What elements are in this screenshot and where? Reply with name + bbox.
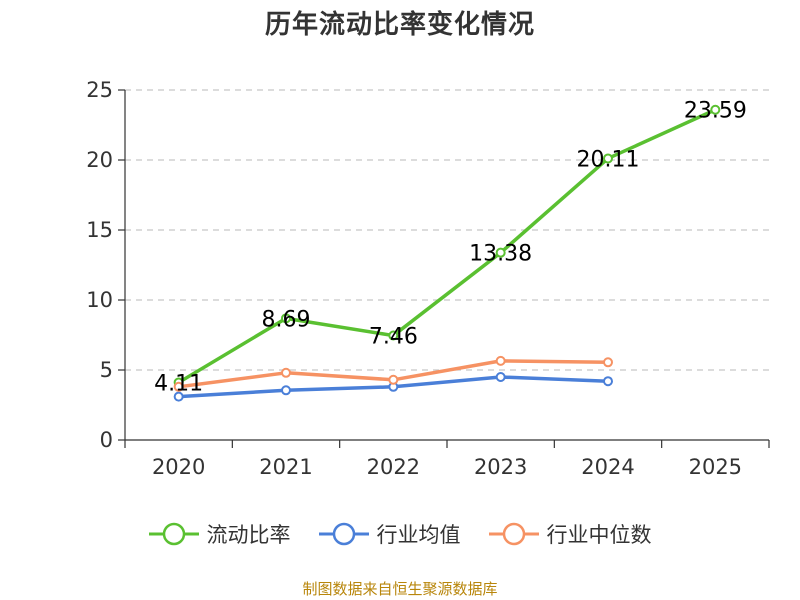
legend: 流动比率 行业均值 行业中位数 [0, 519, 800, 549]
series-point [281, 385, 291, 396]
x-tick-label: 2020 [152, 455, 205, 479]
y-tick-label: 5 [100, 358, 113, 382]
x-tick-label: 2025 [689, 455, 742, 479]
x-tick-label: 2021 [259, 455, 312, 479]
y-tick-label: 20 [86, 148, 113, 172]
data-labels: 4.11 8.69 7.46 13.38 20.11 23.59 [154, 99, 747, 397]
series-point [603, 376, 613, 387]
series-point [173, 391, 184, 402]
y-tick-label: 25 [86, 78, 113, 102]
data-label: 23.59 [684, 99, 747, 124]
legend-swatch-circle [502, 522, 525, 546]
series-point [495, 355, 506, 366]
data-label: 13.38 [469, 242, 532, 267]
legend-item[interactable]: 行业中位数 [488, 519, 652, 549]
series-point [495, 247, 506, 258]
data-label: 20.11 [577, 147, 640, 172]
series-point [281, 367, 291, 378]
x-tick-label: 2024 [581, 455, 634, 479]
y-tick-label: 10 [86, 288, 113, 312]
series-point [388, 374, 399, 385]
y-tick-label: 15 [86, 218, 113, 242]
legend-swatch-icon [318, 522, 369, 546]
data-label: 7.46 [369, 325, 418, 350]
series-line [177, 108, 717, 384]
legend-swatch-circle [332, 522, 355, 546]
legend-item[interactable]: 行业均值 [318, 519, 461, 549]
legend-swatch-icon [148, 522, 199, 546]
legend-swatch-icon [488, 522, 539, 546]
series-point [173, 381, 184, 392]
legend-label: 行业均值 [376, 523, 461, 547]
legend-label: 流动比率 [206, 523, 291, 547]
series-point [710, 104, 721, 115]
series-point [495, 372, 506, 382]
legend-swatch-circle [162, 522, 185, 546]
legend-item[interactable]: 流动比率 [148, 519, 291, 549]
data-label: 4.11 [154, 371, 203, 396]
data-label: 8.69 [262, 307, 311, 332]
series-point [281, 313, 291, 324]
series-lines [173, 104, 721, 402]
x-tick-label: 2023 [474, 455, 527, 479]
y-tick-label: 0 [100, 428, 113, 452]
grid-lines [125, 89, 769, 371]
chart-title: 历年流动比率变化情况 [264, 10, 535, 40]
x-tick-label: 2022 [367, 455, 420, 479]
source-note: 制图数据来自恒生聚源数据库 [302, 580, 498, 598]
legend-label: 行业中位数 [546, 523, 652, 547]
series-point [388, 330, 399, 341]
series-point [603, 357, 613, 368]
series-point [603, 153, 613, 164]
